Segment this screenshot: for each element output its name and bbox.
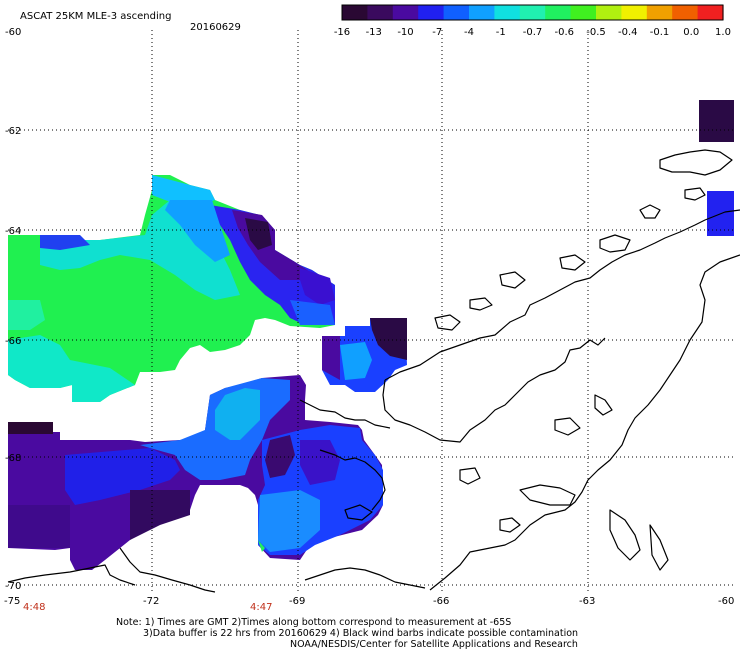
lon-label: -66: [433, 596, 449, 607]
colorbar-label: -10: [397, 27, 413, 38]
colorbar-swatch: [469, 5, 495, 20]
colorbar-label: -13: [366, 27, 382, 38]
colorbar-label: 1.0: [715, 27, 731, 38]
colorbar-label: -0.6: [554, 27, 574, 38]
colorbar-swatch: [545, 5, 572, 20]
time-label: 4:47: [250, 602, 272, 613]
longitude-labels: -75 -72 -69 -66 -63 -60: [4, 596, 734, 607]
note-line-1: Note: 1) Times are GMT 2)Times along bot…: [116, 617, 511, 628]
colorbar-swatch: [519, 5, 546, 20]
colorbar-label: -4: [464, 27, 474, 38]
lon-label: -63: [579, 596, 595, 607]
lon-label: -69: [289, 596, 305, 607]
colorbar-label: -0.1: [650, 27, 670, 38]
product-title: ASCAT 25KM MLE-3 ascending: [20, 11, 171, 22]
colorbar-swatch: [621, 5, 648, 20]
colorbar-label: -7: [432, 27, 442, 38]
colorbar-label: -16: [334, 27, 350, 38]
note-line-2: 3)Data buffer is 22 hrs from 20160629 4)…: [143, 628, 578, 639]
colorbar-swatch: [494, 5, 521, 20]
colorbar-swatch: [697, 5, 724, 20]
lat-label: -60: [5, 27, 21, 38]
lat-label: -68: [5, 453, 21, 464]
colorbar-swatch: [342, 5, 368, 20]
latitude-labels: -60 -62 -64 -66 -68 -70: [5, 27, 21, 592]
lon-label: -75: [4, 596, 20, 607]
colorbar-swatch: [367, 5, 394, 20]
colorbar-swatch: [570, 5, 597, 20]
colorbar-swatch: [596, 5, 622, 20]
wind-data-layer: [8, 100, 734, 570]
lat-label: -62: [5, 126, 21, 137]
lon-label: -60: [718, 596, 734, 607]
product-date: 20160629: [190, 22, 241, 33]
colorbar-label: -0.5: [586, 27, 606, 38]
credit-line: NOAA/NESDIS/Center for Satellite Applica…: [290, 639, 578, 650]
colorbar-swatch: [392, 5, 419, 20]
colorbar-swatch: [646, 5, 673, 20]
colorbar-label: 0.0: [683, 27, 699, 38]
colorbar-label: -0.7: [523, 27, 543, 38]
time-labels: 4:48 4:47: [23, 602, 272, 613]
colorbar-swatch: [443, 5, 470, 20]
colorbar: -16 -13 -10 -7 -4 -1 -0.7 -0.6 -0.5 -0.4 -0.1 0.0 1.…: [334, 4, 731, 38]
lat-label: -64: [5, 226, 21, 237]
colorbar-swatch: [418, 5, 445, 20]
time-label: 4:48: [23, 602, 45, 613]
colorbar-swatch: [672, 5, 699, 20]
coastline: [7, 149, 740, 593]
lat-label: -66: [5, 336, 21, 347]
lat-label: -70: [5, 581, 21, 592]
lon-label: -72: [143, 596, 159, 607]
colorbar-label: -1: [496, 27, 506, 38]
graticule: [8, 30, 734, 592]
colorbar-label: -0.4: [618, 27, 638, 38]
